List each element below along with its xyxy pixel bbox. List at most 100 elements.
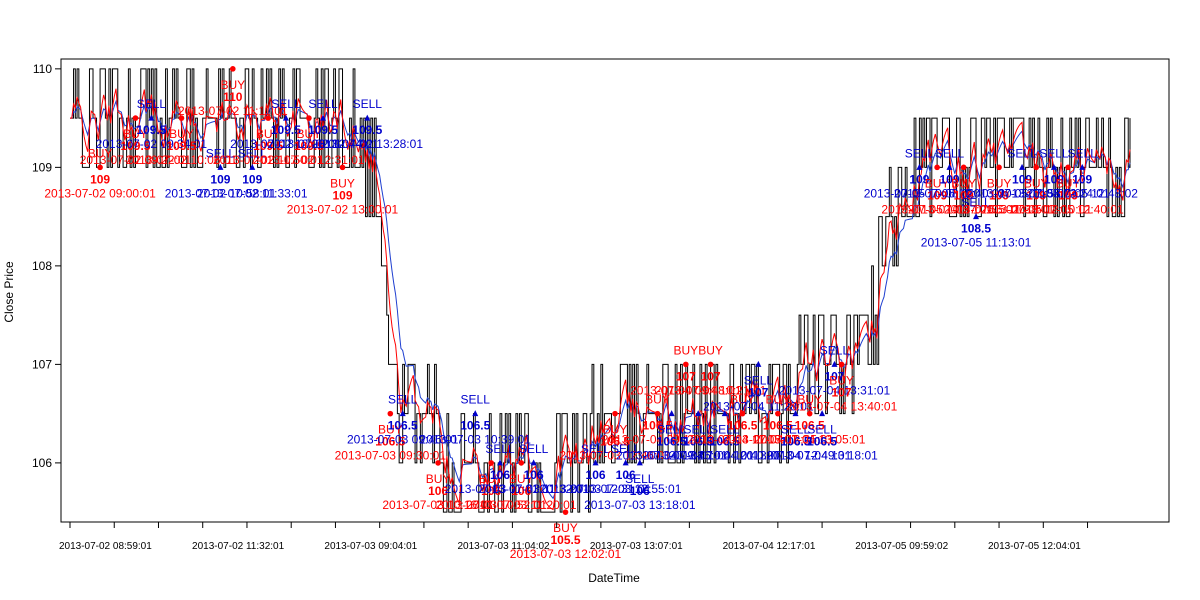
trade-time-label: 2013-07-04 12:25:01	[722, 433, 834, 447]
trade-price-label: 109.5	[136, 123, 166, 137]
buy-point	[775, 410, 781, 417]
buy-label: BUY	[698, 343, 723, 357]
x-tick-label: 2013-07-04 12:17:01	[723, 541, 816, 552]
trade-price-label: 109	[939, 172, 959, 186]
trade-time-label: 2013-07-02 12:31:01	[253, 153, 365, 167]
buy-point	[960, 164, 967, 171]
y-axis: 106 107 108 109 110	[32, 62, 61, 470]
buy-point	[996, 164, 1002, 171]
trade-time-label: 2013-07-05 12:10:01	[980, 202, 1092, 216]
x-tick-label: 2013-07-03 11:04:02	[457, 541, 550, 552]
buy-label: BUY	[603, 423, 628, 437]
trade-price-label: 107	[824, 369, 844, 383]
trade-time-label: 2013-07-02 11:50:01	[213, 153, 324, 167]
sell-point	[1079, 163, 1086, 170]
trade-price-label: 106.5	[460, 419, 490, 433]
x-tick-label: 2013-07-05 09:59:02	[855, 541, 948, 552]
buy-point	[230, 66, 236, 72]
sell-label: SELL	[807, 423, 837, 437]
y-tick-label: 108	[32, 259, 52, 273]
trade-price-label: 109.5	[294, 139, 324, 153]
sell-trade-marker: SELL 106.5 2013-07-04 13:18:01	[766, 410, 878, 463]
buy-label: BUY	[987, 176, 1012, 190]
buy-point	[934, 164, 940, 171]
x-axis-label: DateTime	[588, 571, 640, 585]
buy-label: BUY	[797, 393, 822, 407]
sell-point	[472, 410, 479, 417]
sell-label: SELL	[961, 196, 991, 210]
trade-price-label: 106	[490, 468, 510, 482]
trade-price-label: 109.5	[308, 123, 338, 137]
sell-point	[249, 163, 256, 170]
x-tick-label: 2013-07-02 11:32:01	[192, 541, 285, 552]
trade-time-label: 2013-07-03 09:30:01	[335, 449, 447, 463]
buy-point	[387, 410, 394, 417]
trade-time-label: 2013-07-04 13:18:01	[766, 449, 878, 463]
sell-point	[1019, 163, 1026, 170]
trade-time-label: 2013-07-02 11:33:01	[197, 186, 308, 200]
sell-label: SELL	[519, 442, 549, 456]
trade-time-label: 2013-07-03 12:46:01	[559, 449, 671, 463]
sell-label: SELL	[485, 442, 515, 456]
trade-time-label: 2013-07-04 13:40:01	[786, 399, 898, 413]
buy-point	[1065, 164, 1071, 171]
sell-label: SELL	[820, 343, 850, 357]
trade-price-label: 106	[524, 468, 544, 482]
trade-time-label: 2013-07-03 09:46:01	[347, 433, 459, 447]
sell-point	[916, 163, 923, 170]
sell-label: SELL	[1039, 146, 1069, 160]
trade-time-label: 2013-07-03 11:32:01	[478, 482, 589, 496]
buy-label: BUY	[925, 176, 950, 190]
trade-price-label: 106	[511, 484, 531, 498]
buy-label: BUY	[553, 521, 578, 535]
buy-label: BUY	[169, 127, 194, 141]
trade-time-label: 2013-07-02 10:06:01	[126, 153, 238, 167]
buy-point	[707, 361, 714, 368]
sell-label: SELL	[1068, 146, 1098, 160]
trade-price-label: 107	[676, 369, 696, 383]
buy-label: BUY	[378, 423, 403, 437]
trade-price-label: 109	[333, 188, 353, 202]
buy-label: BUY	[426, 472, 451, 486]
sell-label: SELL	[461, 393, 491, 407]
buy-label: BUY	[730, 393, 755, 407]
sell-point	[1050, 163, 1057, 170]
trade-time-label: 2013-07-05 10:27:01	[881, 202, 993, 216]
sell-point	[946, 163, 953, 170]
sell-point	[755, 360, 762, 367]
x-tick-label: 2013-07-03 13:07:01	[590, 541, 683, 552]
trade-price-label: 109	[909, 172, 929, 186]
sell-label: SELL	[581, 442, 611, 456]
trade-price-label: 110	[223, 90, 243, 104]
trade-price-label: 109	[1012, 172, 1032, 186]
trade-price-label: 106	[630, 484, 650, 498]
trade-time-label: 2013-07-03 12:55:01	[570, 482, 682, 496]
trade-price-label: 109	[989, 188, 1009, 202]
buy-label: BUY	[220, 78, 245, 92]
trade-time-label: 2013-07-04 11:28:01	[703, 399, 814, 413]
trade-price-label: 106.5	[727, 419, 757, 433]
trade-time-label: 2013-07-03 12:02:01	[510, 547, 622, 561]
trade-price-label: 106.5	[763, 419, 793, 433]
sell-point	[530, 459, 537, 466]
y-tick-label: 106	[32, 456, 52, 470]
sell-label: SELL	[744, 373, 774, 387]
trade-time-label: 2013-07-05 11:38:01	[944, 202, 1055, 216]
trade-price-label: 105.5	[550, 533, 580, 547]
